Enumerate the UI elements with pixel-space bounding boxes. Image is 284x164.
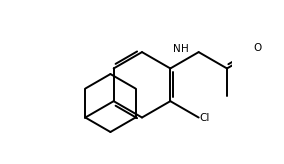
Text: H: H xyxy=(181,44,188,54)
Text: Cl: Cl xyxy=(200,113,210,123)
Text: O: O xyxy=(253,43,261,53)
Text: N: N xyxy=(173,44,181,54)
